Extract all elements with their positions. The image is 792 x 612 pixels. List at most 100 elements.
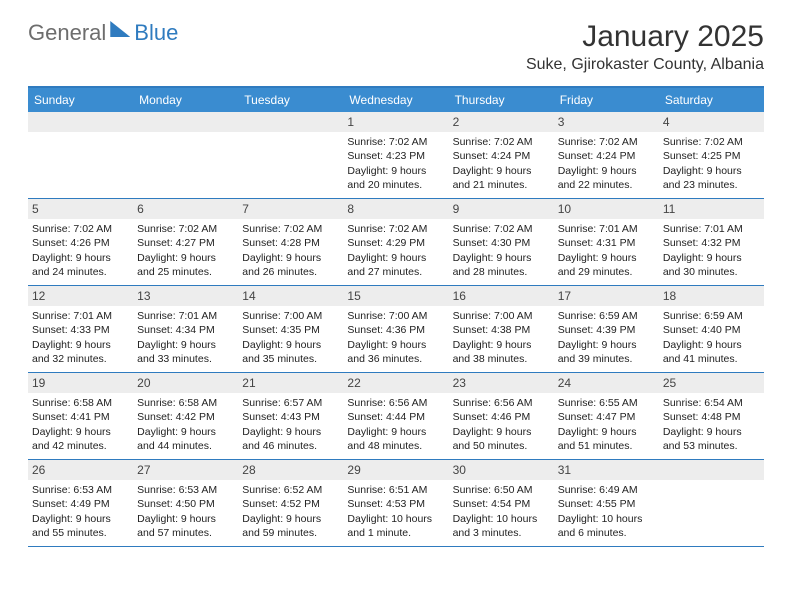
calendar-day-cell: 22 Sunrise: 6:56 AMSunset: 4:44 PMDayligh…	[343, 373, 448, 459]
day-detail-line: Sunset: 4:24 PM	[558, 149, 655, 163]
day-number: 15	[343, 286, 448, 306]
calendar-day-cell: 14Sunrise: 7:00 AMSunset: 4:35 PMDayligh…	[238, 286, 343, 372]
day-detail-line: Sunset: 4:52 PM	[242, 497, 339, 511]
day-detail-line: Daylight: 9 hours and 25 minutes.	[137, 251, 234, 279]
day-detail-line: Daylight: 9 hours and 35 minutes.	[242, 338, 339, 366]
day-detail-line: Sunset: 4:47 PM	[558, 410, 655, 424]
calendar-week-row: 5Sunrise: 7:02 AMSunset: 4:26 PMDaylight…	[28, 199, 764, 286]
day-detail-line: Sunset: 4:25 PM	[663, 149, 760, 163]
calendar-day-cell: 1Sunrise: 7:02 AMSunset: 4:23 PMDaylight…	[343, 112, 448, 198]
day-number: 9	[449, 199, 554, 219]
day-detail-line: Sunset: 4:24 PM	[453, 149, 550, 163]
weekday-header: Sunday	[28, 88, 133, 112]
day-number: 19	[28, 373, 133, 393]
logo-triangle-icon	[110, 21, 130, 37]
day-detail-line: Sunset: 4:42 PM	[137, 410, 234, 424]
day-detail-line: Sunrise: 7:02 AM	[347, 222, 444, 236]
calendar-day-cell: 3Sunrise: 7:02 AMSunset: 4:24 PMDaylight…	[554, 112, 659, 198]
day-detail-line: Sunset: 4:38 PM	[453, 323, 550, 337]
day-number: 27	[133, 460, 238, 480]
calendar-week-row: 26Sunrise: 6:53 AMSunset: 4:49 PMDayligh…	[28, 460, 764, 547]
day-detail-line: Sunrise: 7:02 AM	[558, 135, 655, 149]
calendar-day-cell: 12Sunrise: 7:01 AMSunset: 4:33 PMDayligh…	[28, 286, 133, 372]
calendar-day-cell: 24Sunrise: 6:55 AMSunset: 4:47 PMDayligh…	[554, 373, 659, 459]
day-detail-line: Sunrise: 7:02 AM	[32, 222, 129, 236]
day-number: 21	[238, 373, 343, 393]
day-number: 13	[133, 286, 238, 306]
day-detail-line: Sunrise: 6:56 AM	[453, 396, 550, 410]
calendar-day-cell: 29Sunrise: 6:51 AMSunset: 4:53 PMDayligh…	[343, 460, 448, 546]
day-detail-line: Sunrise: 6:53 AM	[137, 483, 234, 497]
day-number: 8	[343, 199, 448, 219]
page: General Blue January 2025 Suke, Gjirokas…	[0, 0, 792, 557]
calendar-day-cell	[133, 112, 238, 198]
day-detail-line: Sunrise: 6:50 AM	[453, 483, 550, 497]
day-detail-line: Sunrise: 7:02 AM	[663, 135, 760, 149]
day-detail-line: Sunset: 4:41 PM	[32, 410, 129, 424]
day-number: 22	[343, 373, 448, 393]
calendar-day-cell	[28, 112, 133, 198]
day-detail-line: Sunrise: 6:58 AM	[32, 396, 129, 410]
calendar-day-cell: 10Sunrise: 7:01 AMSunset: 4:31 PMDayligh…	[554, 199, 659, 285]
day-detail-line: Sunrise: 6:59 AM	[663, 309, 760, 323]
day-detail-line: Daylight: 9 hours and 44 minutes.	[137, 425, 234, 453]
day-number: 12	[28, 286, 133, 306]
calendar-day-cell: 6Sunrise: 7:02 AMSunset: 4:27 PMDaylight…	[133, 199, 238, 285]
day-number: 5	[28, 199, 133, 219]
calendar-week-row: 12Sunrise: 7:01 AMSunset: 4:33 PMDayligh…	[28, 286, 764, 373]
day-detail-line: Sunset: 4:27 PM	[137, 236, 234, 250]
day-detail-line: Sunrise: 6:51 AM	[347, 483, 444, 497]
logo-text-general: General	[28, 20, 106, 46]
day-detail-line: Sunset: 4:46 PM	[453, 410, 550, 424]
day-detail-line: Daylight: 9 hours and 50 minutes.	[453, 425, 550, 453]
day-detail-line: Daylight: 9 hours and 26 minutes.	[242, 251, 339, 279]
calendar-day-cell: 2Sunrise: 7:02 AMSunset: 4:24 PMDaylight…	[449, 112, 554, 198]
day-number: 17	[554, 286, 659, 306]
day-detail-line: Daylight: 10 hours and 1 minute.	[347, 512, 444, 540]
day-detail-line: Sunrise: 7:01 AM	[32, 309, 129, 323]
day-detail-line: Daylight: 9 hours and 39 minutes.	[558, 338, 655, 366]
day-detail-line: Sunset: 4:50 PM	[137, 497, 234, 511]
day-detail-line: Daylight: 9 hours and 51 minutes.	[558, 425, 655, 453]
day-detail-line: Sunset: 4:44 PM	[347, 410, 444, 424]
calendar-day-cell: 31Sunrise: 6:49 AMSunset: 4:55 PMDayligh…	[554, 460, 659, 546]
calendar-day-cell: 11Sunrise: 7:01 AMSunset: 4:32 PMDayligh…	[659, 199, 764, 285]
day-detail-line: Daylight: 9 hours and 41 minutes.	[663, 338, 760, 366]
day-detail-line: Daylight: 9 hours and 57 minutes.	[137, 512, 234, 540]
day-detail-line: Daylight: 9 hours and 48 minutes.	[347, 425, 444, 453]
day-number: 31	[554, 460, 659, 480]
day-detail-line: Sunrise: 7:01 AM	[558, 222, 655, 236]
calendar-day-cell: 25Sunrise: 6:54 AMSunset: 4:48 PMDayligh…	[659, 373, 764, 459]
calendar-day-cell: 7Sunrise: 7:02 AMSunset: 4:28 PMDaylight…	[238, 199, 343, 285]
day-detail-line: Sunset: 4:29 PM	[347, 236, 444, 250]
day-detail-line: Sunrise: 6:56 AM	[347, 396, 444, 410]
day-detail-line: Daylight: 9 hours and 23 minutes.	[663, 164, 760, 192]
day-number: 28	[238, 460, 343, 480]
calendar-week-row: 19Sunrise: 6:58 AMSunset: 4:41 PMDayligh…	[28, 373, 764, 460]
day-detail-line: Sunrise: 7:02 AM	[137, 222, 234, 236]
calendar-day-cell: 21Sunrise: 6:57 AMSunset: 4:43 PMDayligh…	[238, 373, 343, 459]
calendar-day-cell: 28Sunrise: 6:52 AMSunset: 4:52 PMDayligh…	[238, 460, 343, 546]
day-number: 23	[449, 373, 554, 393]
weekday-header: Saturday	[659, 88, 764, 112]
logo-text-blue: Blue	[134, 20, 178, 46]
day-number: 25	[659, 373, 764, 393]
header: General Blue January 2025 Suke, Gjirokas…	[28, 20, 764, 74]
location-label: Suke, Gjirokaster County, Albania	[526, 56, 764, 74]
day-detail-line: Sunset: 4:43 PM	[242, 410, 339, 424]
calendar-day-cell	[238, 112, 343, 198]
day-detail-line: Sunset: 4:53 PM	[347, 497, 444, 511]
calendar-day-cell: 8Sunrise: 7:02 AMSunset: 4:29 PMDaylight…	[343, 199, 448, 285]
day-detail-line: Daylight: 9 hours and 33 minutes.	[137, 338, 234, 366]
day-number: 11	[659, 199, 764, 219]
day-detail-line: Sunset: 4:48 PM	[663, 410, 760, 424]
weekday-header-row: SundayMondayTuesdayWednesdayThursdayFrid…	[28, 88, 764, 112]
day-detail-line: Daylight: 9 hours and 24 minutes.	[32, 251, 129, 279]
day-detail-line: Sunrise: 7:02 AM	[242, 222, 339, 236]
day-detail-line: Sunrise: 7:01 AM	[663, 222, 760, 236]
calendar-week-row: 1Sunrise: 7:02 AMSunset: 4:23 PMDaylight…	[28, 112, 764, 199]
day-detail-line: Sunrise: 6:54 AM	[663, 396, 760, 410]
day-detail-line: Daylight: 9 hours and 42 minutes.	[32, 425, 129, 453]
day-detail-line: Sunset: 4:30 PM	[453, 236, 550, 250]
day-detail-line: Sunset: 4:31 PM	[558, 236, 655, 250]
